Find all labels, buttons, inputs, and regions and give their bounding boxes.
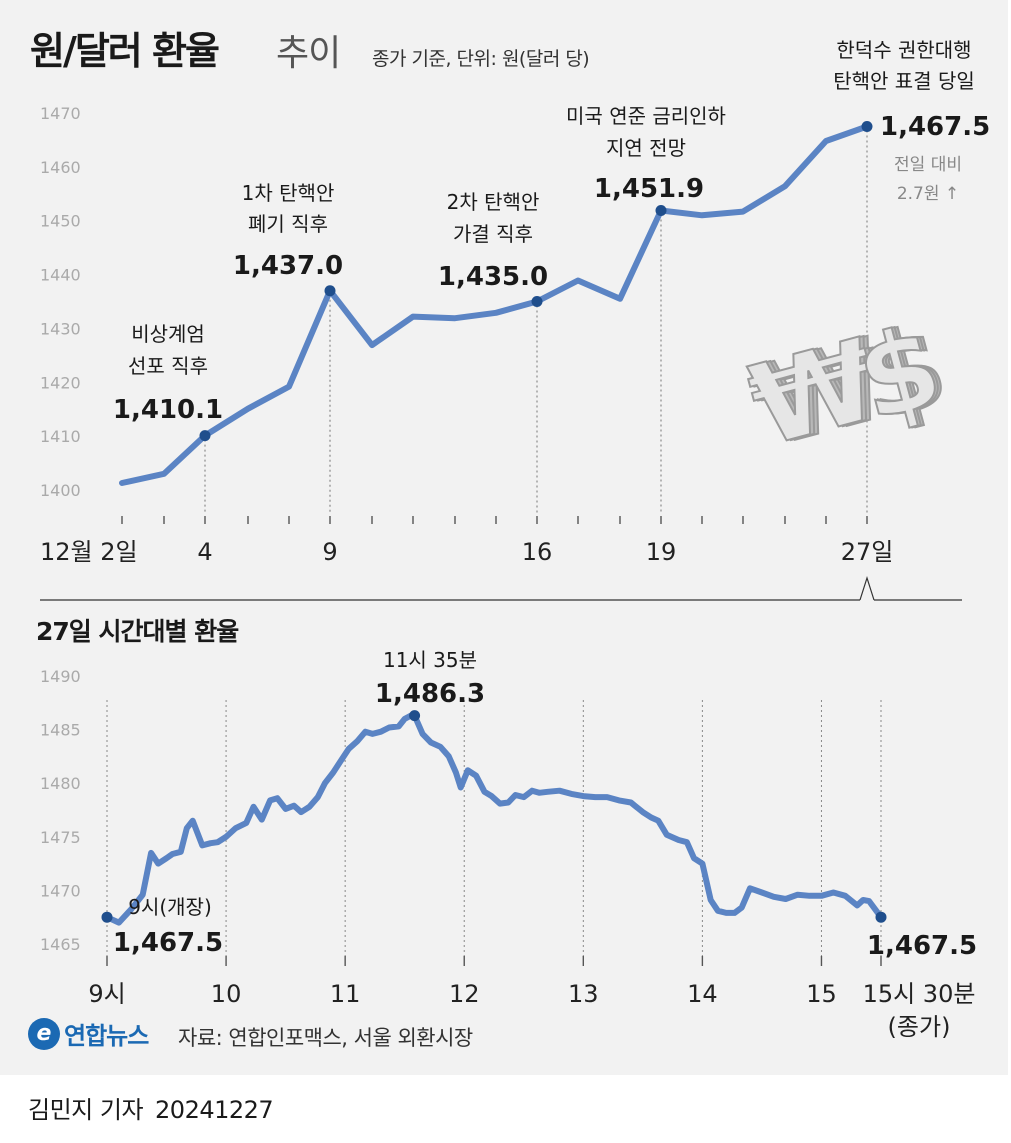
x-tick-label: 10 <box>211 980 242 1008</box>
data-point <box>655 204 667 216</box>
logo-mark-icon: e <box>28 1017 60 1050</box>
y-tick-label: 1470 <box>40 881 81 900</box>
data-point <box>324 285 336 297</box>
x-tick-label: (종가) <box>888 1013 951 1041</box>
x-tick-label: 14 <box>687 980 718 1008</box>
annotation-value: 1,410.1 <box>113 395 223 425</box>
data-point <box>875 911 887 923</box>
y-tick-label: 1465 <box>40 935 81 954</box>
y-tick-label: 1440 <box>40 266 81 285</box>
axis-break-mark <box>859 576 875 601</box>
annotation-value: 1,435.0 <box>438 262 548 292</box>
x-tick-label: 11 <box>330 980 361 1008</box>
annotation-label: 지연 전망 <box>606 136 686 160</box>
data-point <box>409 710 421 722</box>
y-tick-label: 1480 <box>40 774 81 793</box>
chart-title: 원/달러 환율 <box>30 29 220 73</box>
annotation-label: 선포 직후 <box>128 354 208 378</box>
reporter-name: 김민지 기자 <box>28 1096 144 1124</box>
publisher-logo: e 연합뉴스 <box>28 1016 149 1051</box>
y-tick-label: 1470 <box>40 104 81 123</box>
annotation-label: 가결 직후 <box>453 222 533 246</box>
logo-text: 연합뉴스 <box>64 1022 149 1050</box>
x-tick-label: 15 <box>806 980 837 1008</box>
y-tick-label: 1450 <box>40 212 81 231</box>
annotation-label: 미국 연준 금리인하 <box>566 104 726 128</box>
publish-date: 20241227 <box>155 1096 274 1124</box>
byline: 김민지 기자 20241227 <box>28 1090 274 1125</box>
annotation-note: 2.7원 ↑ <box>897 184 959 204</box>
data-point <box>861 120 873 132</box>
annotation-label: 2차 탄핵안 <box>447 190 540 214</box>
annotation-note: 전일 대비 <box>894 155 962 175</box>
annotation-value: 1,467.5 <box>880 112 990 142</box>
x-tick-label: 9시 <box>88 980 125 1008</box>
x-tick-label: 15시 30분 <box>863 980 976 1008</box>
sub-chart-title: 27일 시간대별 환율 <box>36 617 239 646</box>
x-tick-label: 19 <box>646 538 677 566</box>
data-point <box>531 296 543 307</box>
y-tick-label: 1485 <box>40 721 81 740</box>
data-point <box>101 911 113 923</box>
y-tick-label: 1400 <box>40 481 81 500</box>
annotation-label: 1차 탄핵안 <box>242 181 335 205</box>
x-tick-label: 13 <box>568 980 599 1008</box>
annotation-value: 1,467.5 <box>867 931 977 961</box>
annotation-label: 탄핵안 표결 당일 <box>833 69 975 93</box>
unit-note: 종가 기준, 단위: 원(달러 당) <box>372 48 590 70</box>
annotation-label: 비상계엄 <box>131 322 205 346</box>
y-tick-label: 1460 <box>40 158 81 177</box>
won-dollar-symbol-icon: ₩₩₩$$$ <box>737 300 961 474</box>
x-tick-label: 9 <box>322 538 337 566</box>
y-tick-label: 1420 <box>40 373 81 392</box>
annotation-label: 9시(개장) <box>128 895 212 919</box>
annotation-value: 1,437.0 <box>233 251 343 281</box>
x-tick-label: 4 <box>197 538 212 566</box>
y-tick-label: 1430 <box>40 319 81 338</box>
x-tick-label: 12 <box>449 980 480 1008</box>
annotation-label: 한덕수 권한대행 <box>836 38 971 62</box>
x-tick-label: 12월 2일 <box>40 538 138 566</box>
intraday-rate-line <box>104 712 884 926</box>
y-tick-label: 1490 <box>40 667 81 686</box>
data-point <box>199 430 211 442</box>
annotation-value: 1,486.3 <box>375 679 485 709</box>
annotation-value: 1,467.5 <box>113 928 223 958</box>
y-tick-label: 1410 <box>40 427 81 446</box>
exchange-rate-line <box>119 123 870 486</box>
annotation-label: 11시 35분 <box>383 648 477 672</box>
y-tick-label: 1475 <box>40 828 81 847</box>
x-tick-label: 27일 <box>841 538 894 566</box>
x-tick-label: 16 <box>522 538 553 566</box>
source-note: 자료: 연합인포맥스, 서울 외환시장 <box>178 1026 473 1050</box>
annotation-label: 폐기 직후 <box>248 212 328 236</box>
annotation-value: 1,451.9 <box>594 174 704 204</box>
chart-title-suffix: 추이 <box>276 33 341 74</box>
